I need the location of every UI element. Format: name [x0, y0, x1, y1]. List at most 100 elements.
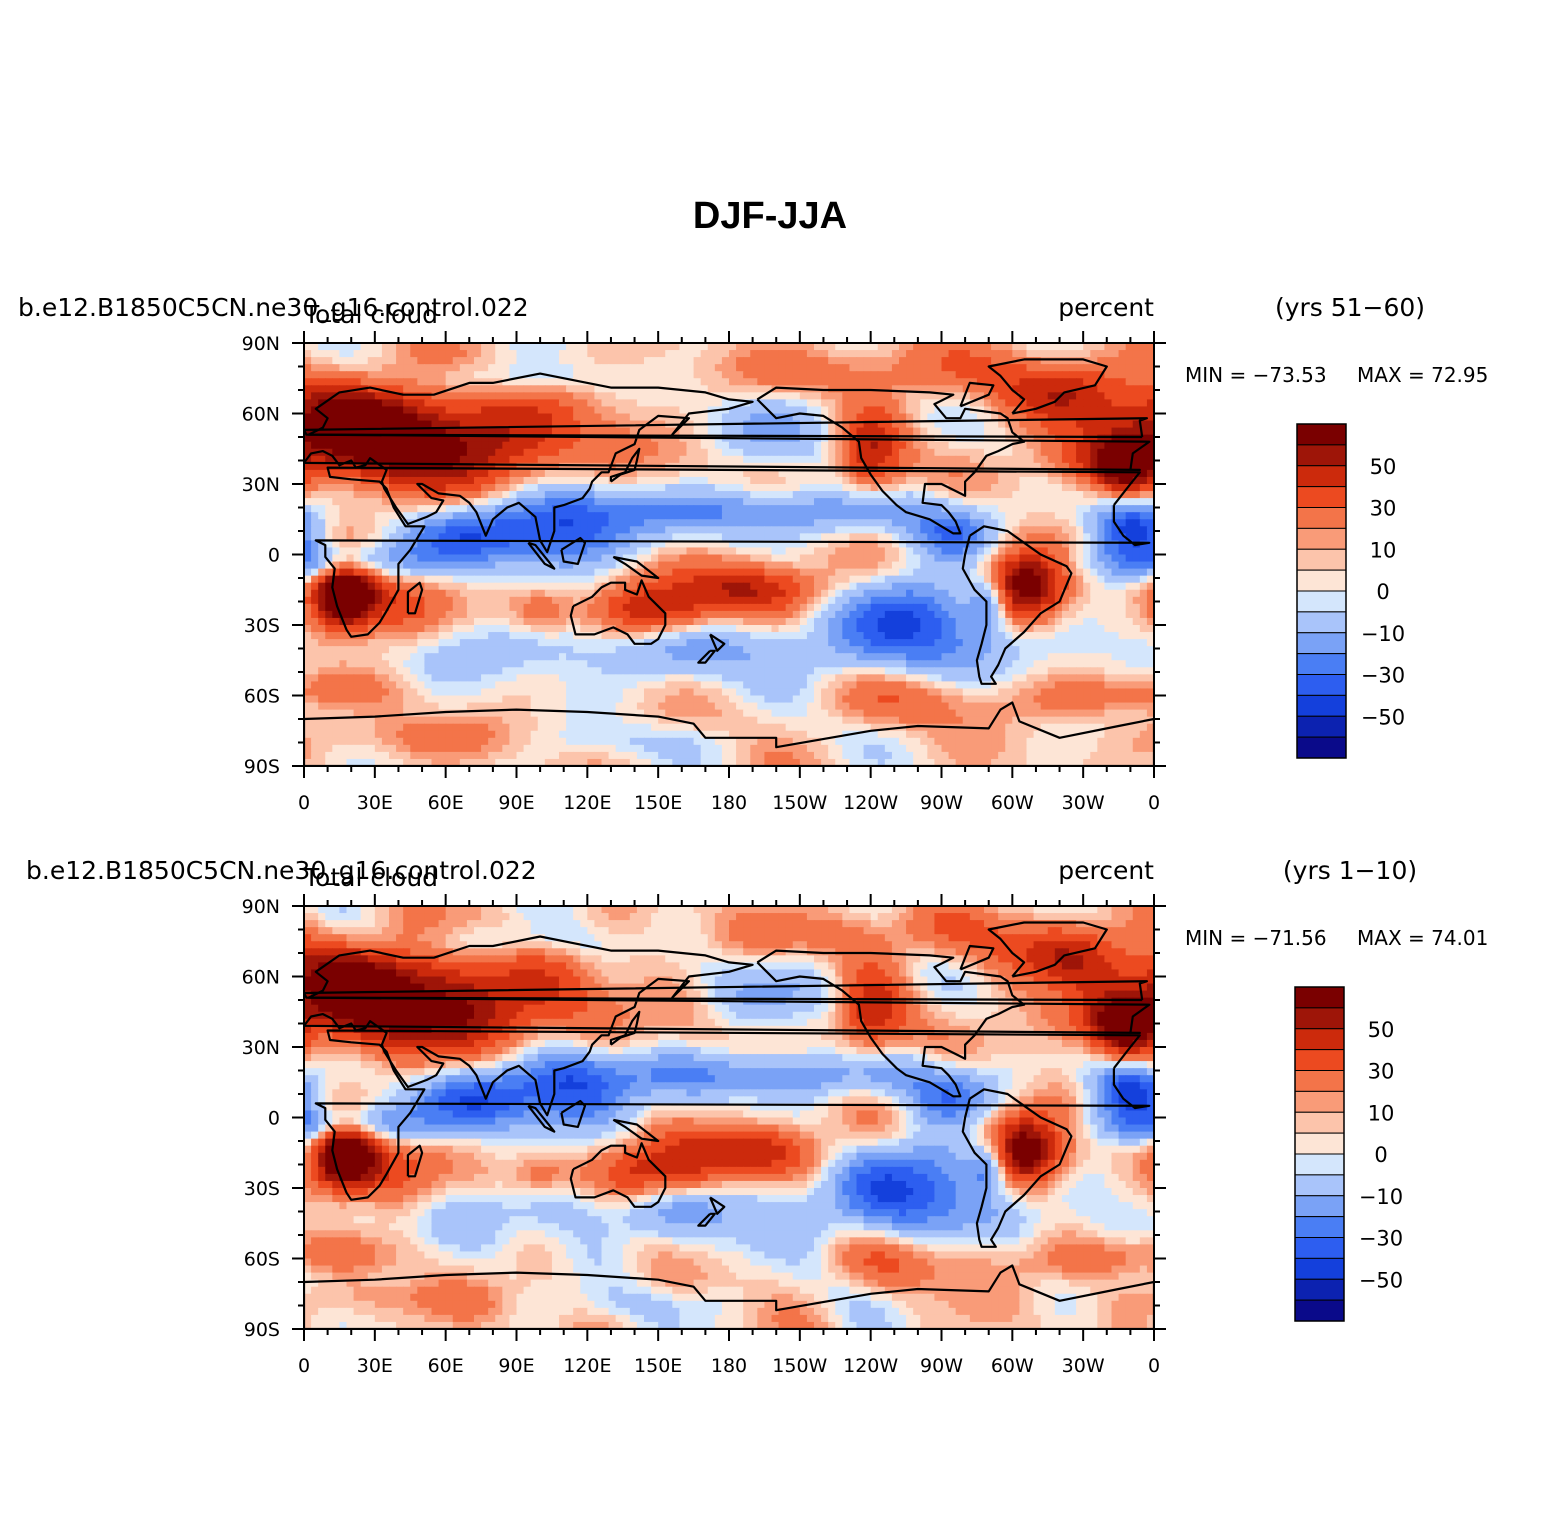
field-cell — [1090, 484, 1098, 492]
field-cell — [346, 378, 355, 386]
field-cell — [693, 413, 702, 422]
field-cell — [389, 561, 397, 570]
field-cell — [537, 392, 546, 400]
field-cell — [856, 554, 865, 563]
field-cell — [311, 596, 319, 605]
field-cell — [452, 512, 461, 520]
field-cell — [658, 596, 666, 605]
field-cell — [1012, 491, 1021, 499]
field-cell — [587, 378, 596, 386]
field-cell — [488, 448, 496, 457]
field-cell — [1097, 533, 1106, 541]
field-cell — [1005, 406, 1013, 415]
field-cell — [417, 554, 426, 563]
field-cell — [417, 603, 426, 612]
field-cell — [481, 596, 489, 605]
field-cell — [941, 420, 950, 429]
field-cell — [636, 512, 645, 520]
field-cell — [792, 406, 801, 415]
field-cell — [523, 561, 532, 570]
field-cell — [870, 491, 879, 499]
field-cell — [707, 582, 716, 591]
field-cell — [821, 364, 829, 372]
field-cell — [757, 455, 766, 464]
field-cell — [417, 610, 426, 619]
field-cell — [374, 364, 383, 372]
field-cell — [389, 575, 397, 584]
field-cell — [1047, 533, 1056, 541]
field-cell — [927, 540, 936, 549]
field-cell — [1026, 343, 1035, 351]
field-cell — [828, 441, 836, 450]
field-cell — [891, 547, 900, 556]
field-cell — [502, 462, 511, 471]
field-cell — [488, 603, 496, 612]
field-cell — [948, 427, 957, 436]
field-cell — [608, 413, 617, 422]
field-cell — [381, 554, 390, 563]
field-cell — [920, 575, 928, 584]
field-cell — [984, 427, 992, 436]
field-cell — [934, 603, 943, 612]
field-cell — [842, 505, 851, 513]
field-cell — [629, 399, 638, 408]
field-cell — [396, 547, 404, 556]
field-cell — [948, 484, 957, 492]
field-cell — [1054, 589, 1063, 598]
field-cell — [622, 392, 631, 400]
field-cell — [991, 399, 999, 408]
field-cell — [891, 589, 900, 598]
field-cell — [686, 596, 695, 605]
field-cell — [962, 498, 971, 506]
field-cell — [644, 392, 652, 400]
field-cell — [1104, 385, 1113, 393]
field-cell — [849, 554, 858, 563]
field-cell — [1111, 343, 1120, 351]
field-cell — [1047, 540, 1056, 549]
field-cell — [955, 617, 964, 626]
field-cell — [601, 469, 610, 478]
field-cell — [452, 484, 461, 492]
field-cell — [1104, 554, 1113, 563]
field-cell — [1139, 589, 1148, 598]
field-cell — [622, 491, 631, 499]
field-cell — [1019, 540, 1028, 549]
field-cell — [374, 540, 383, 549]
field-cell — [339, 575, 348, 584]
field-cell — [672, 540, 681, 549]
field-cell — [1076, 575, 1084, 584]
field-cell — [374, 617, 383, 626]
field-cell — [651, 519, 659, 527]
field-cell — [806, 441, 815, 450]
field-cell — [1069, 526, 1077, 534]
field-cell — [884, 469, 893, 478]
field-cell — [559, 533, 567, 541]
field-cell — [934, 441, 943, 450]
field-cell — [707, 385, 716, 393]
field-cell — [806, 343, 815, 351]
field-cell — [998, 385, 1006, 393]
field-cell — [559, 632, 567, 640]
field-cell — [594, 364, 603, 372]
field-cell — [920, 603, 928, 612]
field-cell — [452, 575, 461, 584]
field-cell — [304, 519, 312, 527]
field-cell — [580, 512, 588, 520]
field-cell — [1083, 441, 1091, 450]
field-cell — [1097, 491, 1106, 499]
field-cell — [707, 603, 716, 612]
field-cell — [835, 603, 843, 612]
field-cell — [707, 427, 716, 436]
field-cell — [594, 512, 603, 520]
field-cell — [700, 371, 709, 379]
field-cell — [608, 378, 617, 386]
field-cell — [1054, 582, 1063, 591]
field-cell — [792, 512, 801, 520]
field-cell — [778, 364, 787, 372]
field-cell — [870, 364, 879, 372]
field-cell — [339, 561, 348, 570]
field-cell — [488, 392, 496, 400]
field-cell — [495, 462, 503, 471]
field-cell — [1146, 491, 1154, 499]
field-cell — [913, 476, 921, 485]
